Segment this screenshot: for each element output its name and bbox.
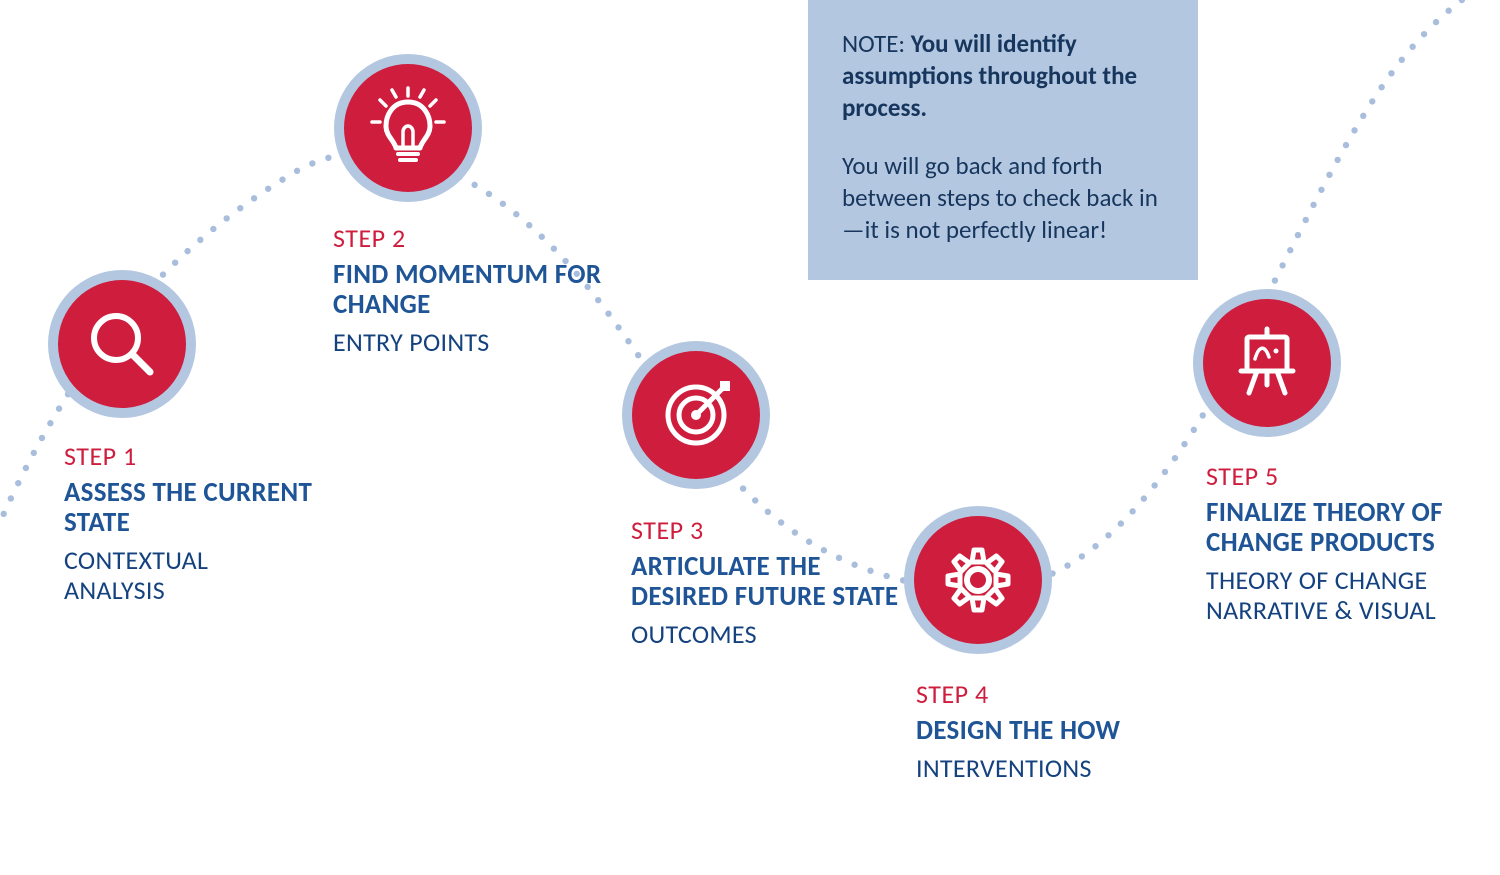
step5-label-block: STEP 5 FINALIZE THEORY OF CHANGE PRODUCTS…: [1206, 460, 1476, 626]
step5-inner: [1203, 299, 1331, 427]
easel-icon: [1222, 318, 1312, 408]
note-box: NOTE: You will identify assumptions thro…: [808, 0, 1198, 280]
step4-title: DESIGN THE HOW: [916, 716, 1186, 746]
step3-inner: [632, 351, 760, 479]
step1-circle: [48, 270, 196, 418]
step1-subtitle: CONTEXTUAL ANALYSIS: [64, 546, 314, 606]
step3-label-block: STEP 3 ARTICULATE THE DESIRED FUTURE STAT…: [631, 514, 901, 650]
step1-label-block: STEP 1 ASSESS THE CURRENT STATE CONTEXTUAL…: [64, 440, 314, 606]
target-icon: [651, 370, 741, 460]
step4-step-label: STEP 4: [916, 678, 1186, 710]
step2-subtitle: ENTRY POINTS: [333, 328, 613, 358]
lightbulb-icon: [363, 83, 453, 173]
step1-inner: [58, 280, 186, 408]
step5-step-label: STEP 5: [1206, 460, 1476, 492]
step2-inner: [344, 64, 472, 192]
step5-subtitle: THEORY OF CHANGE NARRATIVE & VISUAL: [1206, 566, 1476, 626]
step2-circle: [334, 54, 482, 202]
step2-label-block: STEP 2 FIND MOMENTUM FOR CHANGE ENTRY POIN…: [333, 222, 613, 358]
step2-title: FIND MOMENTUM FOR CHANGE: [333, 260, 613, 320]
step4-subtitle: INTERVENTIONS: [916, 754, 1186, 784]
step5-title: FINALIZE THEORY OF CHANGE PRODUCTS: [1206, 498, 1476, 558]
step4-label-block: STEP 4 DESIGN THE HOW INTERVENTIONS: [916, 678, 1186, 784]
gear-icon: [933, 535, 1023, 625]
infographic-stage: NOTE: You will identify assumptions thro…: [0, 0, 1500, 875]
step3-step-label: STEP 3: [631, 514, 901, 546]
step3-subtitle: OUTCOMES: [631, 620, 901, 650]
step3-title: ARTICULATE THE DESIRED FUTURE STATE: [631, 552, 901, 612]
step1-step-label: STEP 1: [64, 440, 314, 472]
step2-step-label: STEP 2: [333, 222, 613, 254]
magnifier-icon: [77, 299, 167, 389]
note-label: NOTE:: [842, 28, 911, 59]
step4-circle: [904, 506, 1052, 654]
step4-inner: [914, 516, 1042, 644]
note-paragraph-2: You will go back and forth between steps…: [842, 150, 1164, 246]
step5-circle: [1193, 289, 1341, 437]
step1-title: ASSESS THE CURRENT STATE: [64, 478, 314, 538]
step3-circle: [622, 341, 770, 489]
